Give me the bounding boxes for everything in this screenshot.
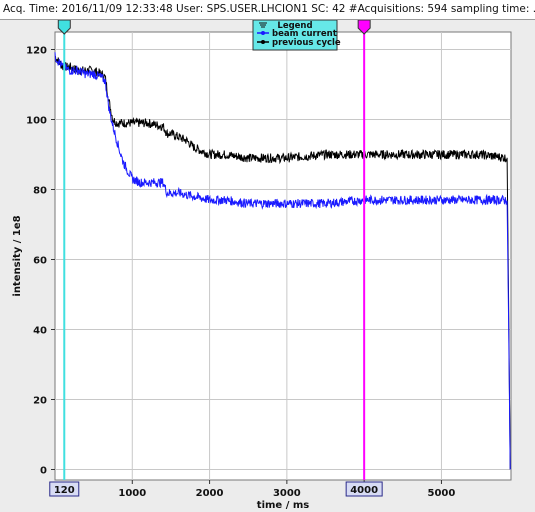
cursor-marker-4000[interactable]: 4000 [345,20,383,497]
x-tick-label: 1000 [118,488,146,499]
x-axis-label: time / ms [257,500,309,511]
y-tick-label: 0 [40,466,47,477]
series-line-previous-cycle [55,56,511,470]
x-tick-label: 3000 [273,488,301,499]
y-tick-label: 120 [26,46,47,57]
y-tick-label: 40 [33,326,47,337]
y-tick-label: 80 [33,186,47,197]
series-layer [54,52,511,470]
x-tick-label: 5000 [428,488,456,499]
marker-layer[interactable]: 120 4000 [49,20,383,497]
x-axis-ticks: 1000 2000 3000 4000 5000 [118,480,455,499]
legend-swatch-dot [261,40,265,44]
acquisition-info-bar: Acq. Time: 2016/11/09 12:33:48 User: SPS… [0,0,535,20]
y-axis-ticks: 0 20 40 60 80 100 120 [26,46,55,477]
series-line-beam-current [54,52,511,470]
y-tick-label: 100 [26,116,47,127]
legend-label: previous cycle [272,38,341,48]
legend-box [252,20,338,51]
cursor-handle-icon[interactable] [57,20,71,35]
legend-swatch-dot [261,31,265,35]
cursor-marker-120[interactable]: 120 [49,20,80,497]
legend-label: beam current [272,29,337,39]
legend-title: Legend [277,21,312,31]
cursor-label: 120 [54,485,75,496]
y-axis-label: intensity / 1e8 [12,215,23,296]
x-tick-label: 2000 [196,488,224,499]
y-tick-label: 60 [33,256,47,267]
legend-entry: previous cycle [257,38,341,48]
legend-entry: beam current [257,29,337,39]
cursor-handle-icon[interactable] [357,20,371,35]
intensity-chart[interactable]: 0 20 40 60 80 100 120 1000 2000 3000 4000 5000 120… [0,20,535,512]
acquisition-info-text: Acq. Time: 2016/11/09 12:33:48 User: SPS… [3,3,535,15]
plot-background [54,31,512,481]
cursor-label: 4000 [350,485,378,496]
legend-collapse-icon[interactable] [259,22,267,28]
cursor-label-box [345,481,383,497]
cursor-label-box [49,481,80,497]
y-tick-label: 20 [33,396,47,407]
